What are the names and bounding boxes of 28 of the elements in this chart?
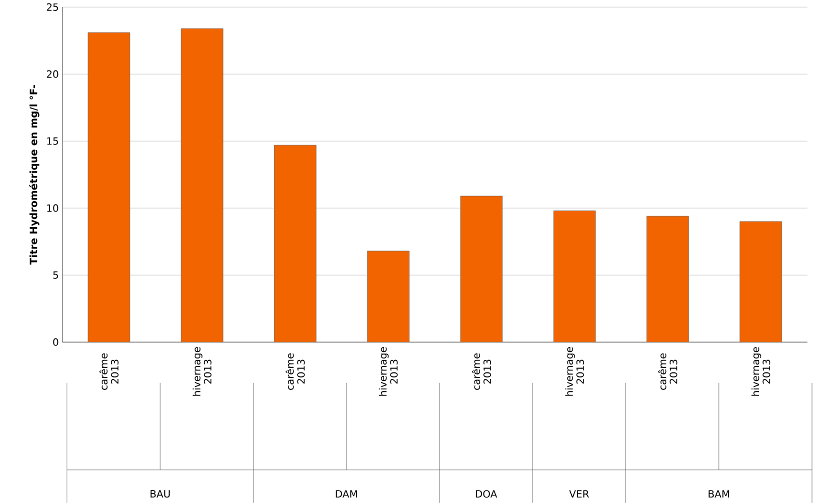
y-tick-label: 25 [46, 3, 58, 11]
bar [460, 196, 503, 342]
y-tick-label: 10 [47, 204, 58, 212]
y-tick-label: 5 [53, 271, 58, 279]
bar [553, 210, 596, 342]
bar [367, 250, 410, 342]
y-tick-label: 0 [53, 338, 58, 346]
x-tick-label: hivernage 2013 [378, 347, 398, 396]
x-tick-label: carême 2013 [286, 353, 305, 390]
text: DOA [476, 490, 498, 498]
text: BAU [150, 490, 170, 498]
x-tick-label: carême 2013 [658, 353, 678, 390]
x-tick-label: carême 2013 [99, 353, 119, 390]
text: VER [569, 490, 589, 498]
text: DAM [336, 490, 357, 498]
x-tick-label: carême 2013 [472, 353, 492, 390]
x-tick-label: hivernage 2013 [565, 347, 584, 396]
bar [274, 144, 316, 342]
bar [180, 28, 224, 342]
bar [88, 32, 130, 342]
y-axis-title: Titre Hydrométrique en mg/l °F- [29, 85, 40, 265]
y-tick-label: 20 [46, 70, 58, 78]
x-tick-label: hivernage 2013 [751, 347, 770, 396]
x-tick-label: hivernage 2013 [192, 347, 212, 396]
bar [740, 221, 782, 342]
bar [646, 216, 689, 342]
text: BAM [708, 490, 730, 498]
y-tick-label: 15 [47, 137, 58, 145]
